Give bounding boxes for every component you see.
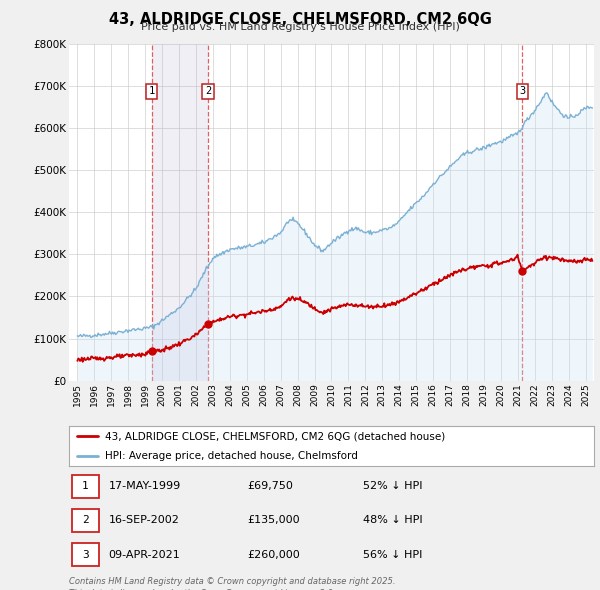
Text: 1: 1	[82, 481, 89, 491]
Bar	[71, 474, 99, 498]
Text: 2: 2	[82, 516, 89, 525]
Text: Price paid vs. HM Land Registry's House Price Index (HPI): Price paid vs. HM Land Registry's House …	[140, 22, 460, 32]
Text: 17-MAY-1999: 17-MAY-1999	[109, 481, 181, 491]
Text: 3: 3	[519, 86, 526, 96]
Text: 43, ALDRIDGE CLOSE, CHELMSFORD, CM2 6QG (detached house): 43, ALDRIDGE CLOSE, CHELMSFORD, CM2 6QG …	[105, 431, 445, 441]
Text: 3: 3	[82, 550, 89, 559]
Text: HPI: Average price, detached house, Chelmsford: HPI: Average price, detached house, Chel…	[105, 451, 358, 461]
Text: 1: 1	[149, 86, 155, 96]
Text: 2: 2	[205, 86, 211, 96]
Text: 48% ↓ HPI: 48% ↓ HPI	[363, 516, 422, 525]
Text: £135,000: £135,000	[248, 516, 300, 525]
Text: Contains HM Land Registry data © Crown copyright and database right 2025.
This d: Contains HM Land Registry data © Crown c…	[69, 577, 395, 590]
Text: 52% ↓ HPI: 52% ↓ HPI	[363, 481, 422, 491]
Text: 09-APR-2021: 09-APR-2021	[109, 550, 180, 559]
Text: 43, ALDRIDGE CLOSE, CHELMSFORD, CM2 6QG: 43, ALDRIDGE CLOSE, CHELMSFORD, CM2 6QG	[109, 12, 491, 27]
Text: 56% ↓ HPI: 56% ↓ HPI	[363, 550, 422, 559]
Bar	[71, 543, 99, 566]
Bar	[152, 44, 208, 381]
Bar	[71, 509, 99, 532]
Text: £260,000: £260,000	[248, 550, 300, 559]
Text: £69,750: £69,750	[248, 481, 293, 491]
Text: 16-SEP-2002: 16-SEP-2002	[109, 516, 179, 525]
